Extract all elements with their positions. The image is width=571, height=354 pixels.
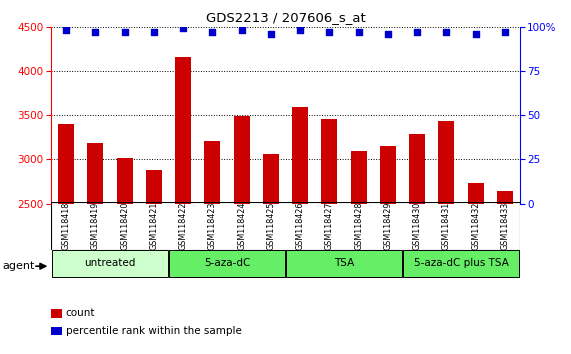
Bar	[468, 183, 484, 354]
Text: GSM118426: GSM118426	[296, 201, 305, 250]
Bar	[380, 146, 396, 354]
Bar	[175, 57, 191, 354]
Point	[500, 29, 509, 35]
Bar	[52, 250, 168, 277]
Text: GSM118431: GSM118431	[442, 201, 451, 250]
Text: percentile rank within the sample: percentile rank within the sample	[66, 326, 242, 336]
Point	[91, 29, 100, 35]
Bar	[204, 141, 220, 354]
Point	[179, 25, 188, 31]
Bar	[292, 107, 308, 354]
Point	[442, 29, 451, 35]
Text: count: count	[66, 308, 95, 318]
Text: untreated: untreated	[85, 258, 135, 268]
Bar	[146, 170, 162, 354]
Text: GDS2213 / 207606_s_at: GDS2213 / 207606_s_at	[206, 11, 365, 24]
Text: 5-aza-dC plus TSA: 5-aza-dC plus TSA	[413, 258, 509, 268]
Text: 5-aza-dC: 5-aza-dC	[204, 258, 250, 268]
Bar	[87, 143, 103, 354]
Text: GSM118427: GSM118427	[325, 201, 334, 250]
Point	[237, 27, 246, 33]
Bar	[497, 191, 513, 354]
Text: TSA: TSA	[334, 258, 354, 268]
Text: GSM118420: GSM118420	[120, 201, 129, 250]
Text: GSM118429: GSM118429	[383, 201, 392, 250]
Point	[266, 31, 275, 36]
Bar	[116, 158, 132, 354]
Bar	[169, 250, 285, 277]
Bar	[286, 250, 402, 277]
Text: GSM118419: GSM118419	[91, 201, 100, 250]
Point	[62, 27, 71, 33]
Bar	[321, 119, 337, 354]
Bar	[403, 250, 519, 277]
Bar	[263, 154, 279, 354]
Text: GSM118433: GSM118433	[500, 201, 509, 250]
Text: GSM118422: GSM118422	[179, 201, 188, 250]
Text: GSM118430: GSM118430	[413, 201, 422, 250]
Point	[296, 27, 305, 33]
Text: agent: agent	[3, 261, 35, 271]
Bar	[409, 134, 425, 354]
Point	[471, 31, 480, 36]
Point	[120, 29, 129, 35]
Text: GSM118428: GSM118428	[354, 201, 363, 250]
Text: GSM118432: GSM118432	[471, 201, 480, 250]
Point	[149, 29, 158, 35]
Bar	[58, 124, 74, 354]
Point	[325, 29, 334, 35]
Text: GSM118425: GSM118425	[266, 201, 275, 250]
Bar	[351, 152, 367, 354]
Text: GSM118424: GSM118424	[237, 201, 246, 250]
Point	[383, 31, 392, 36]
Bar	[234, 116, 250, 354]
Text: GSM118421: GSM118421	[149, 201, 158, 250]
Text: GSM118423: GSM118423	[208, 201, 217, 250]
Point	[413, 29, 422, 35]
Point	[208, 29, 217, 35]
Point	[354, 29, 363, 35]
Text: GSM118418: GSM118418	[62, 201, 71, 250]
Bar	[439, 121, 455, 354]
